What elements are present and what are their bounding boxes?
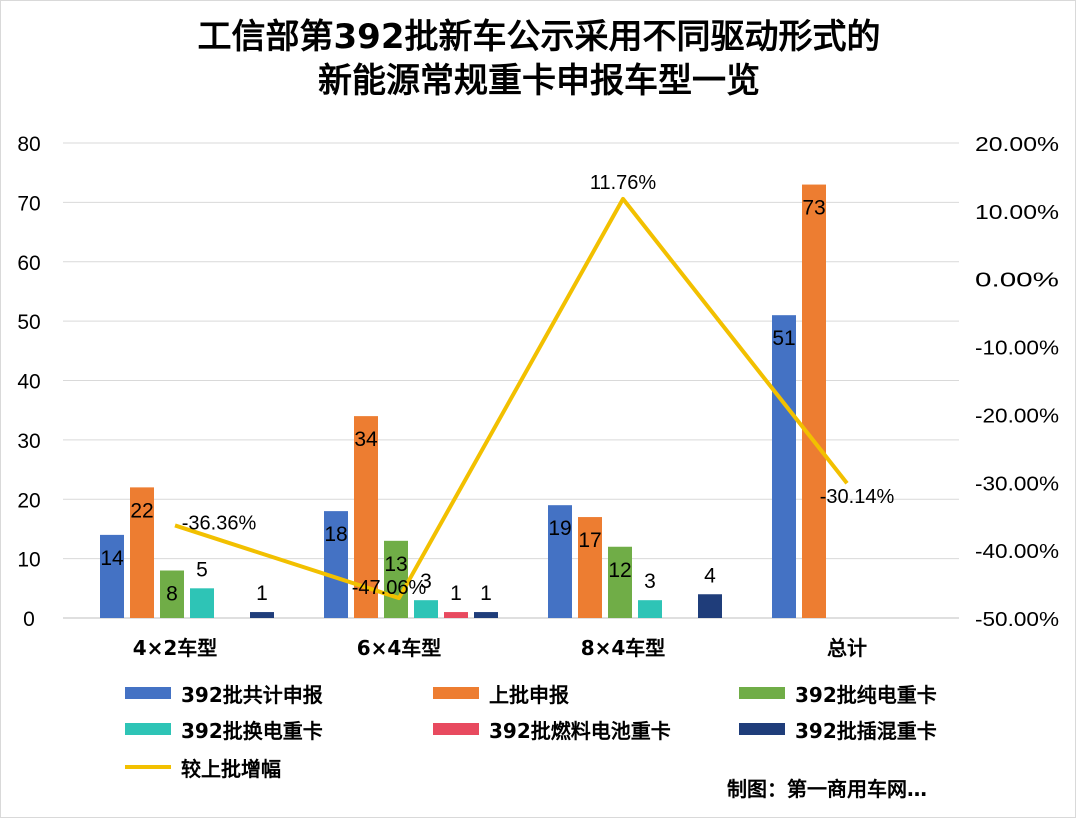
legend-label: 较上批增幅 (181, 756, 281, 781)
left-axis-tick-label: 40 (17, 371, 40, 394)
legend-item-fuelcell: 392批燃料电池重卡 (433, 718, 671, 743)
legend-item-swap: 392批换电重卡 (125, 718, 323, 743)
chart-title: 工信部第392批新车公示采用不同驱动形式的 新能源常规重卡申报车型一览 (1, 15, 1076, 103)
bar-data-label: 17 (578, 529, 601, 552)
bar (474, 612, 498, 618)
bar-data-label: 51 (772, 327, 795, 350)
bar-data-label: 13 (384, 553, 407, 576)
bar-data-label: 4 (704, 564, 716, 587)
legend-label: 392批插混重卡 (795, 718, 937, 743)
chart-title-line-1: 工信部第392批新车公示采用不同驱动形式的 (197, 17, 881, 57)
line-data-label: 11.76% (590, 172, 657, 194)
right-axis-tick-label: 20.00% (975, 134, 1059, 156)
legend-swatch (433, 723, 479, 735)
legend-label: 392批共计申报 (181, 682, 323, 707)
legend-swatch (125, 765, 171, 769)
bar (384, 540, 408, 618)
x-axis-tick-label: 6×4车型 (357, 636, 442, 660)
right-axis-tick-label: 10.00% (975, 202, 1059, 224)
bar-data-label: 3 (420, 570, 432, 593)
legend-swatch (739, 687, 785, 699)
legend-label: 392批纯电重卡 (795, 682, 937, 707)
line-data-label: -47.06% (352, 577, 427, 599)
left-axis-tick-label: 50 (17, 311, 40, 334)
bar-data-label: 14 (100, 547, 124, 570)
bar (100, 534, 124, 618)
chart-credit: 制图：第一商用车网… (727, 777, 927, 801)
bar (414, 600, 438, 618)
right-axis-tick-label: 0.00% (975, 270, 1059, 292)
bar-data-label: 1 (480, 582, 492, 605)
growth-line (174, 196, 849, 601)
bar (638, 600, 662, 618)
legend-item-bev: 392批纯电重卡 (739, 682, 937, 707)
legend-item-growth: 较上批增幅 (125, 756, 281, 781)
bar (548, 505, 572, 618)
x-axis-tick-label: 总计 (827, 636, 867, 660)
bar-data-label: 19 (548, 517, 571, 540)
bar (190, 588, 214, 618)
x-axis-tick-label: 4×2车型 (133, 636, 218, 660)
legend-item-total: 392批共计申报 (125, 682, 323, 707)
left-axis-tick-label: 10 (17, 549, 40, 572)
chart-title-line-2: 新能源常规重卡申报车型一览 (318, 61, 760, 101)
bar (772, 315, 796, 618)
legend-item-previous: 上批申报 (433, 682, 569, 707)
bar (250, 612, 274, 618)
left-axis-tick-label: 80 (17, 133, 40, 156)
legend-label: 392批换电重卡 (181, 718, 323, 743)
bar (698, 594, 722, 618)
bar-data-label: 5 (196, 558, 208, 581)
bar-data-label: 22 (130, 499, 153, 522)
bar-data-label: 12 (608, 559, 631, 582)
bar (802, 184, 826, 618)
right-axis-tick-label: -40.00% (975, 541, 1059, 563)
right-axis-tick-label: -10.00% (975, 338, 1059, 360)
left-axis-tick-label: 60 (17, 252, 40, 275)
legend-swatch (125, 687, 171, 699)
left-axis-tick-label: 0 (23, 608, 35, 631)
legend-item-phev: 392批插混重卡 (739, 718, 937, 743)
bar-data-label: 3 (644, 570, 656, 593)
bar-data-label: 1 (256, 582, 268, 605)
legend-swatch (433, 687, 479, 699)
line-data-label: -30.14% (820, 486, 895, 508)
right-axis-tick-label: -20.00% (975, 405, 1059, 427)
bar-data-label: 73 (802, 197, 825, 220)
legend-swatch (125, 723, 171, 735)
bar-data-label: 1 (450, 582, 462, 605)
bar (578, 517, 602, 618)
bar (444, 612, 468, 618)
bar (608, 546, 632, 618)
bar-data-label: 34 (354, 428, 378, 451)
bar (324, 511, 348, 618)
legend-label: 392批燃料电池重卡 (489, 718, 671, 743)
right-axis-tick-label: -30.00% (975, 473, 1059, 495)
left-axis-tick-label: 30 (17, 430, 40, 453)
bar-data-label: 18 (324, 523, 347, 546)
legend-swatch (739, 723, 785, 735)
legend-label: 上批申报 (489, 682, 569, 707)
x-axis-tick-label: 8×4车型 (581, 636, 666, 660)
left-axis-tick-label: 70 (17, 192, 40, 215)
bar (130, 487, 154, 618)
right-axis-tick-label: -50.00% (975, 609, 1059, 631)
line-data-label: -36.36% (182, 512, 257, 534)
left-axis-tick-label: 20 (17, 489, 40, 512)
bar-data-label: 8 (166, 583, 178, 606)
bar (160, 570, 184, 618)
